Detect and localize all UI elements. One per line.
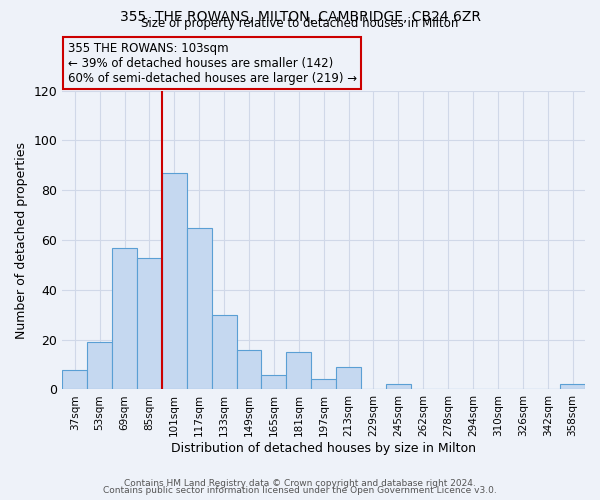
- Bar: [262, 374, 286, 390]
- Bar: [286, 352, 311, 390]
- Bar: [311, 380, 336, 390]
- Bar: [560, 384, 585, 390]
- Bar: [236, 350, 262, 390]
- Y-axis label: Number of detached properties: Number of detached properties: [15, 142, 28, 338]
- Text: 355, THE ROWANS, MILTON, CAMBRIDGE, CB24 6ZR: 355, THE ROWANS, MILTON, CAMBRIDGE, CB24…: [119, 10, 481, 24]
- Text: Contains public sector information licensed under the Open Government Licence v3: Contains public sector information licen…: [103, 486, 497, 495]
- Bar: [187, 228, 212, 390]
- Bar: [112, 248, 137, 390]
- Bar: [62, 370, 87, 390]
- Text: 355 THE ROWANS: 103sqm
← 39% of detached houses are smaller (142)
60% of semi-de: 355 THE ROWANS: 103sqm ← 39% of detached…: [68, 42, 356, 84]
- Bar: [137, 258, 162, 390]
- Bar: [212, 315, 236, 390]
- Bar: [87, 342, 112, 390]
- Bar: [336, 367, 361, 390]
- Bar: [162, 173, 187, 390]
- Bar: [386, 384, 411, 390]
- X-axis label: Distribution of detached houses by size in Milton: Distribution of detached houses by size …: [171, 442, 476, 455]
- Text: Contains HM Land Registry data © Crown copyright and database right 2024.: Contains HM Land Registry data © Crown c…: [124, 478, 476, 488]
- Text: Size of property relative to detached houses in Milton: Size of property relative to detached ho…: [142, 18, 458, 30]
